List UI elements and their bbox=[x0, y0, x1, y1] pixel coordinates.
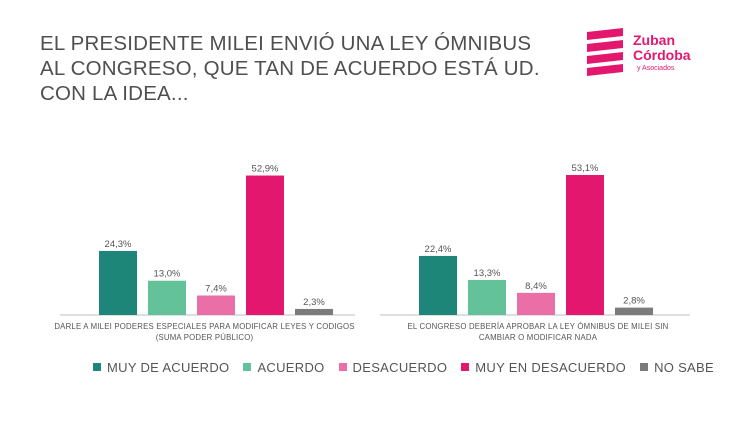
legend-swatch bbox=[461, 363, 470, 371]
data-label: 53,1% bbox=[572, 163, 599, 174]
bar-acuerdo bbox=[468, 279, 506, 315]
logo-text-zuban: Zuban bbox=[633, 32, 675, 48]
bar-desacuerdo bbox=[197, 295, 235, 315]
bar-desacuerdo bbox=[517, 292, 555, 315]
legend-label: MUY EN DESACUERDO bbox=[475, 359, 627, 375]
category-label: CAMBIAR O MODIFICAR NADA bbox=[479, 333, 598, 342]
data-label: 22,4% bbox=[425, 244, 452, 255]
data-label: 2,3% bbox=[303, 297, 325, 308]
chart-title: EL PRESIDENTE MILEI ENVIÓ UNA LEY ÓMNIBU… bbox=[40, 32, 540, 105]
legend-swatch bbox=[93, 363, 101, 371]
data-label: 2,8% bbox=[623, 296, 645, 307]
bar-no-sabe bbox=[615, 307, 653, 315]
chart-legend: MUY DE ACUERDO ACUERDO DESACUERDO MUY EN DE… bbox=[93, 357, 728, 377]
legend-item: MUY EN DESACUERDO bbox=[461, 360, 626, 375]
bar-acuerdo bbox=[148, 280, 186, 315]
bar-muy-en-desacuerdo bbox=[246, 175, 284, 315]
bar-muy-en-desacuerdo bbox=[566, 175, 604, 315]
legend-label: ACUERDO bbox=[257, 359, 325, 375]
zuban-cordoba-logo: Zuban Córdoba y Asociados bbox=[583, 28, 703, 88]
legend-label: MUY DE ACUERDO bbox=[107, 359, 230, 375]
legend-item: DESACUERDO bbox=[338, 359, 448, 375]
data-label: 52,9% bbox=[252, 164, 279, 175]
legend-label: DESACUERDO bbox=[352, 359, 448, 375]
legend-label: NO SABE bbox=[654, 359, 714, 375]
legend-item: NO SABE bbox=[640, 360, 714, 375]
logo-stripes-icon bbox=[587, 28, 623, 76]
data-label: 8,4% bbox=[525, 281, 547, 292]
legend-item: ACUERDO bbox=[243, 360, 324, 375]
legend-swatch bbox=[243, 363, 252, 371]
legend-swatch bbox=[338, 363, 347, 371]
logo-text-asociados: y Asociados bbox=[637, 65, 675, 72]
bar-chart: 24,3% 13,0% 7,4% 52,9% 2,3% DARLE A MILEI POD… bbox=[54, 163, 690, 342]
bar-muy-de-acuerdo bbox=[419, 255, 457, 315]
data-label: 7,4% bbox=[205, 283, 227, 294]
legend-swatch bbox=[640, 363, 649, 371]
data-label: 13,3% bbox=[474, 268, 501, 279]
bar-no-sabe bbox=[295, 308, 333, 315]
bar-muy-de-acuerdo bbox=[99, 250, 137, 315]
data-label: 24,3% bbox=[105, 239, 132, 250]
category-label: DARLE A MILEI PODERES ESPECIALES PARA MO… bbox=[54, 322, 354, 331]
category-label: EL CONGRESO DEBERÍA APROBAR LA LEY ÓMNIB… bbox=[407, 322, 668, 331]
category-label: (SUMA PODER PÚBLICO) bbox=[156, 333, 254, 342]
legend-item: MUY DE ACUERDO bbox=[93, 360, 229, 375]
data-label: 13,0% bbox=[154, 269, 181, 280]
logo-text-cordoba: Córdoba bbox=[633, 47, 691, 63]
